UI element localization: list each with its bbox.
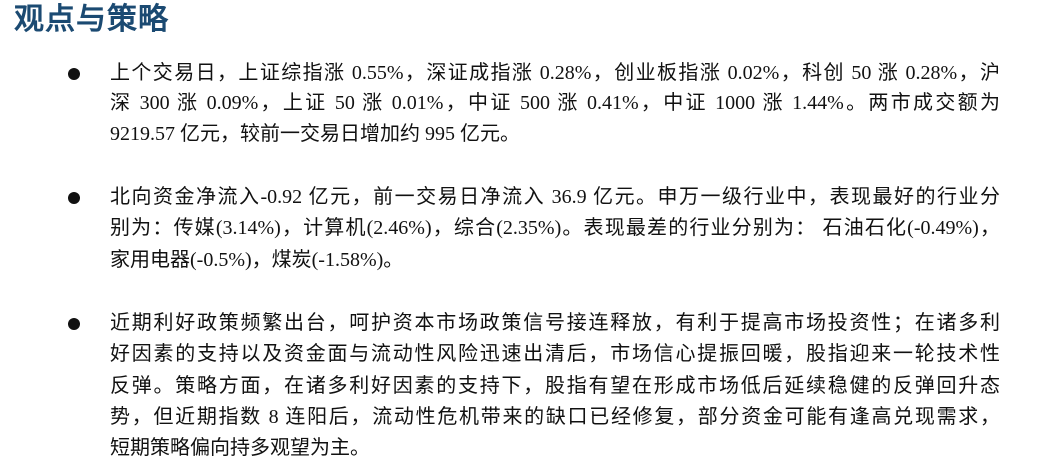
bullet-icon xyxy=(68,68,80,80)
bullet-icon xyxy=(68,318,80,330)
section-title: 观点与策略 xyxy=(14,3,169,36)
paragraph-line: 好因素的支持以及资金面与流动性风险迅速出清后，市场信心提振回暖，股指迎来一轮技术… xyxy=(110,343,1000,365)
bullet-icon xyxy=(68,192,80,204)
paragraph-line: 家用电器(-0.5%)，煤炭(-1.58%)。 xyxy=(110,249,404,271)
paragraph-line: 反弹。策略方面，在诸多利好因素的支持下，股指有望在形成市场低后延续稳健的反弹回升… xyxy=(110,375,1000,397)
paragraph-line: 上个交易日，上证综指涨 0.55%，深证成指涨 0.28%，创业板指涨 0.02… xyxy=(110,62,1000,84)
paragraph-line: 势，但近期指数 8 连阳后，流动性危机带来的缺口已经修复，部分资金可能有逢高兑现… xyxy=(110,406,1000,428)
paragraph-line: 北向资金净流入-0.92 亿元，前一交易日净流入 36.9 亿元。申万一级行业中… xyxy=(110,186,1000,208)
paragraph-line: 9219.57 亿元，较前一交易日增加约 995 亿元。 xyxy=(110,123,520,145)
paragraph-line: 近期利好政策频繁出台，呵护资本市场政策信号接连释放，有利于提高市场投资性；在诸多… xyxy=(110,312,1000,334)
paragraph-line: 别为：传媒(3.14%)，计算机(2.46%)，综合(2.35%)。表现最差的行… xyxy=(110,217,1000,239)
paragraph-line: 深 300 涨 0.09%，上证 50 涨 0.01%，中证 500 涨 0.4… xyxy=(110,92,1000,114)
paragraph-line: 短期策略偏向持多观望为主。 xyxy=(110,437,370,459)
